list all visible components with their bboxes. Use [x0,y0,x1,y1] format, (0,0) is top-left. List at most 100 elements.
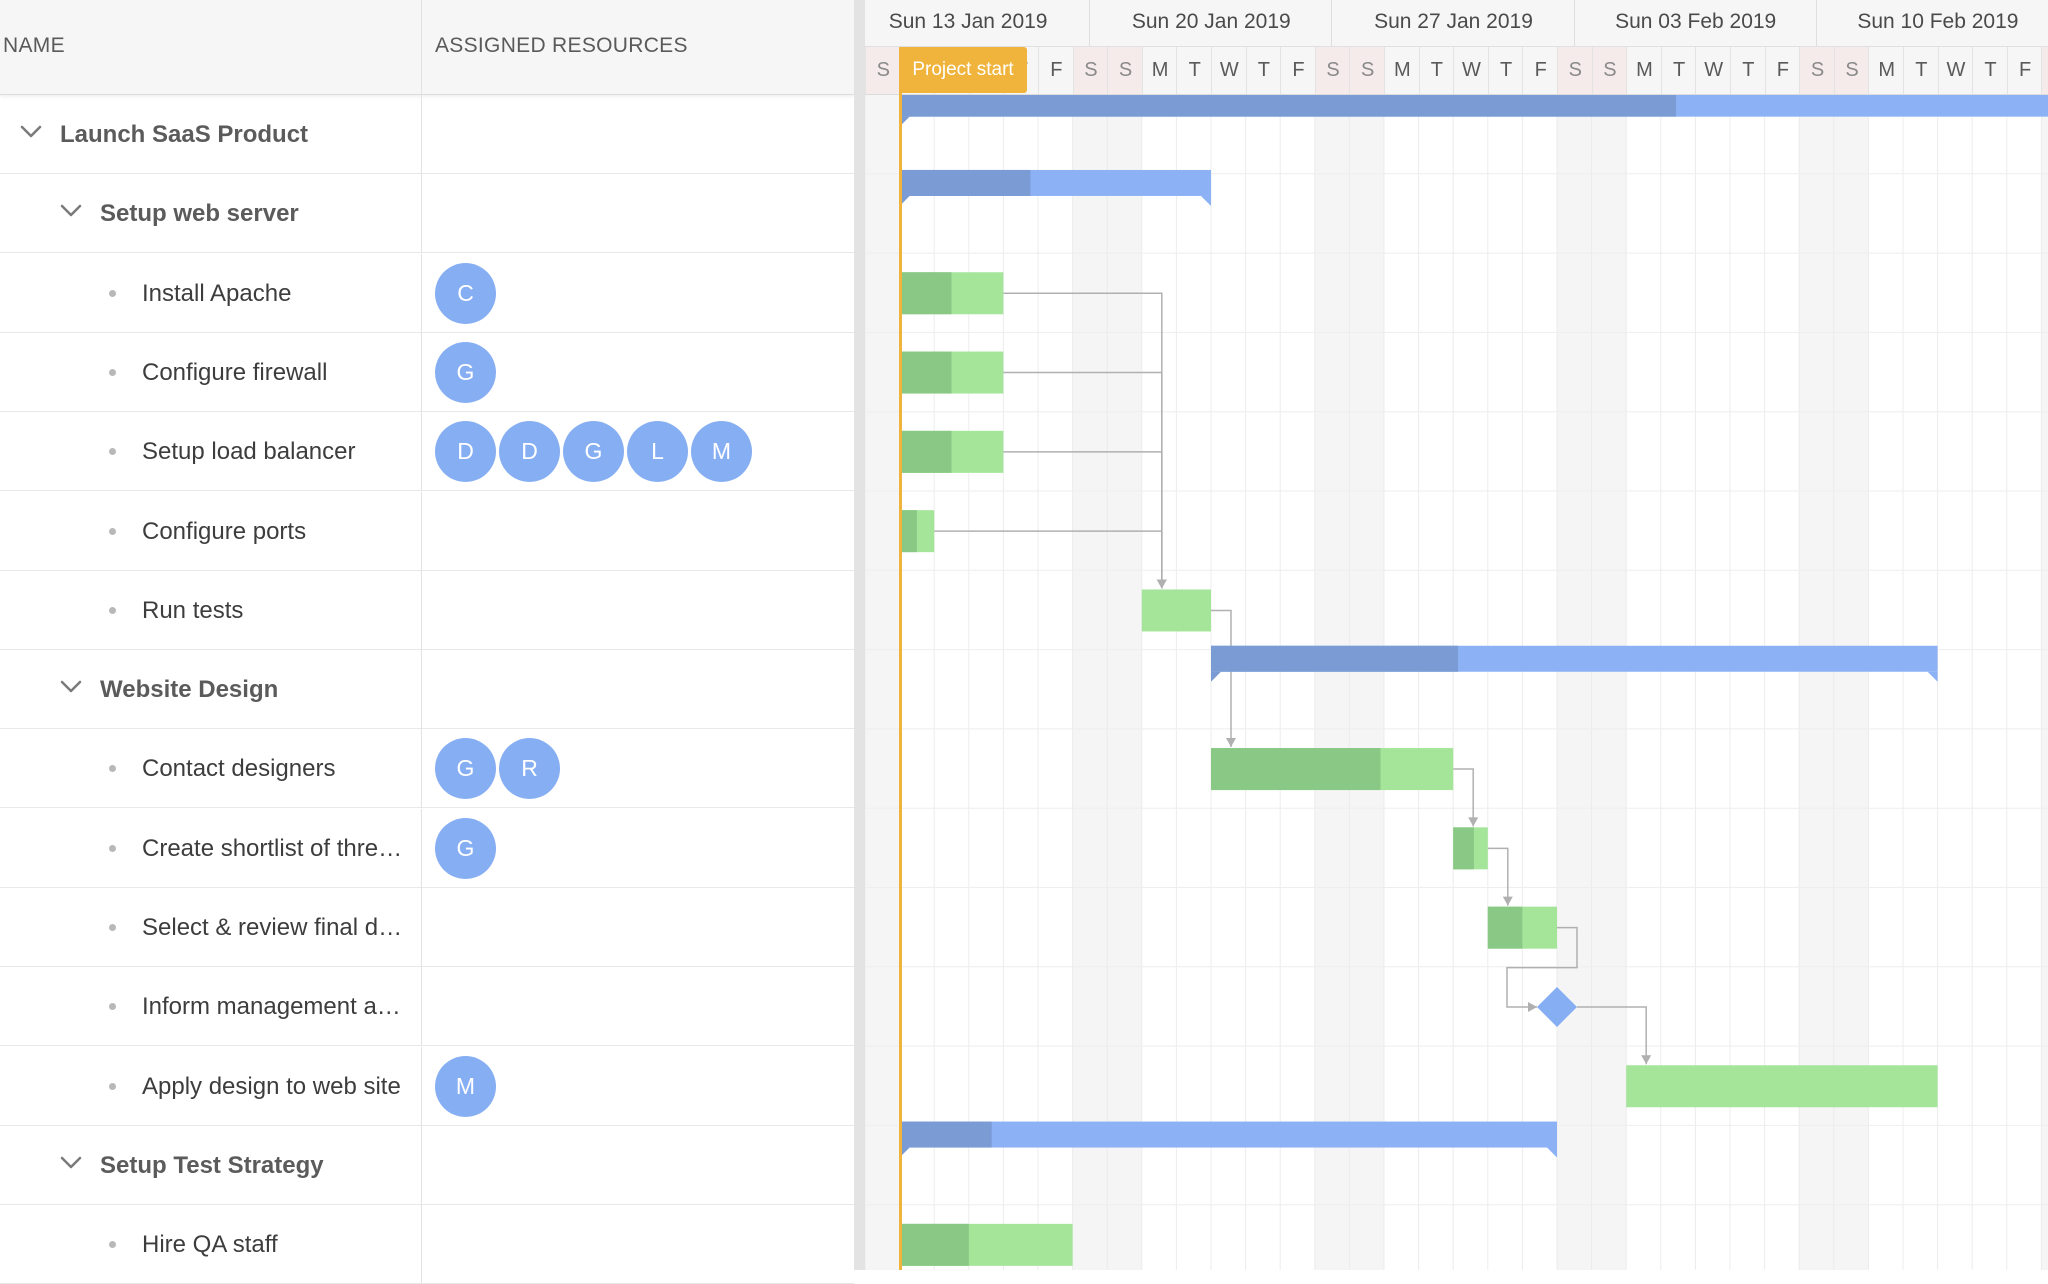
chevron-down-icon[interactable] [58,1148,84,1178]
day-header: S [1833,47,1870,94]
column-header-assigned-resources[interactable]: ASSIGNED RESOURCES [435,34,688,57]
summary-bar-start-cap [1211,671,1221,682]
task-row[interactable]: Hire QA staff [0,1205,854,1284]
task-name-cell[interactable]: Configure firewall [0,332,422,412]
task-name-cell[interactable]: Hire QA staff [0,1205,422,1284]
bullet-icon [109,765,116,773]
task-name-cell[interactable]: Create shortlist of thre… [0,808,422,888]
summary-bar[interactable] [899,1121,1557,1148]
weekend-shade [1314,95,1350,1270]
milestone-diamond[interactable] [1537,986,1577,1027]
task-name-cell[interactable]: Apply design to web site [0,1046,422,1126]
chevron-down-icon[interactable] [58,196,84,226]
task-name-cell[interactable]: Website Design [0,650,422,730]
task-row[interactable]: Contact designers G R [0,729,854,809]
resource-avatar[interactable]: D [499,421,560,483]
task-name: Inform management a… [142,993,401,1021]
resource-avatar[interactable]: M [691,421,752,483]
task-row[interactable]: Run tests [0,570,854,650]
dependency-line [1577,1006,1647,1065]
assigned-resources-cell[interactable] [422,492,854,571]
task-row[interactable]: Select & review final d… [0,888,854,967]
day-header: W [1695,47,1731,94]
task-row[interactable]: Setup Test Strategy [0,1125,854,1205]
day-header: F [1280,47,1316,94]
task-row[interactable]: Install Apache C [0,253,854,333]
weekend-shade [1557,95,1592,1270]
resource-avatar[interactable]: D [435,421,496,483]
task-name: Hire QA staff [142,1231,278,1259]
assigned-resources-cell[interactable] [422,95,854,174]
day-header: S [1107,47,1143,94]
task-row[interactable]: Configure ports [0,491,854,571]
summary-bar-progress [1211,645,1459,672]
bullet-icon [109,448,116,456]
assigned-resources-cell[interactable]: G [422,333,854,412]
task-name-cell[interactable]: Run tests [0,570,422,650]
task-row[interactable]: Website Design [0,650,854,730]
resource-avatar[interactable]: R [499,738,560,800]
task-row[interactable]: Inform management a… [0,967,854,1047]
dependency-line [1487,847,1509,906]
resource-avatar[interactable]: G [435,341,496,403]
assigned-resources-cell[interactable] [422,888,854,967]
assigned-resources-cell[interactable] [422,571,854,650]
task-name-cell[interactable]: Launch SaaS Product [0,95,422,174]
column-header-name[interactable]: NAME [3,0,422,94]
assigned-resources-cell[interactable] [422,967,854,1046]
task-row[interactable]: Create shortlist of thre… G [0,808,854,888]
day-header: S [1799,47,1835,94]
resource-avatar[interactable]: C [435,262,496,324]
resource-avatar[interactable]: M [435,1055,496,1117]
task-row[interactable]: Setup load balancer D D G L M [0,412,854,492]
weekend-shade [1591,95,1627,1270]
day-header: T [1660,47,1697,94]
day-header: T [1245,47,1282,94]
assigned-resources-cell[interactable] [422,1205,854,1284]
assigned-resources-cell[interactable] [422,650,854,729]
task-bar[interactable] [1141,589,1211,632]
task-bar-progress [899,430,952,473]
task-row[interactable]: Apply design to web site M [0,1046,854,1126]
project-start-marker[interactable]: Project start [899,47,1027,93]
resource-avatar[interactable]: G [563,421,624,483]
assigned-resources-cell[interactable]: M [422,1047,854,1126]
task-name-cell[interactable]: Setup web server [0,174,422,254]
day-header: T [1730,47,1766,94]
dependency-arrow [1502,896,1513,906]
day-header: F [1038,47,1074,94]
bullet-icon [109,924,116,931]
gantt-timeline: Sun 13 Jan 2019 Sun 20 Jan 2019 Sun 27 Jan… [865,0,2048,1270]
day-header-row: SMTWTFSSMTWTFSSMTWTFSSMTWTFSSMTWTFS [865,47,2048,94]
task-bar[interactable] [1626,1065,1938,1108]
task-name-cell[interactable]: Contact designers [0,729,422,809]
bullet-icon [109,527,116,535]
task-name-cell[interactable]: Configure ports [0,491,422,571]
task-name-cell[interactable]: Inform management a… [0,967,422,1047]
task-name-cell[interactable]: Setup load balancer [0,412,422,492]
assigned-resources-cell[interactable]: C [422,254,854,333]
week-header: Sun 20 Jan 2019 [1089,0,1332,46]
resource-avatar[interactable]: G [435,738,496,800]
task-row[interactable]: Configure firewall G [0,332,854,412]
task-name-cell[interactable]: Select & review final d… [0,888,422,967]
assigned-resources-cell[interactable] [422,174,854,253]
task-row[interactable]: Launch SaaS Product [0,95,854,174]
chevron-down-icon[interactable] [58,672,84,702]
weekend-shade [865,95,900,1270]
task-name: Setup Test Strategy [100,1151,324,1179]
resource-avatar[interactable]: G [435,817,496,879]
assigned-resources-cell[interactable]: G [422,809,854,888]
dependency-arrow [1156,579,1167,589]
task-name-cell[interactable]: Install Apache [0,253,422,333]
task-row[interactable]: Setup web server [0,174,854,254]
panel-splitter[interactable] [854,0,865,1270]
task-name-cell[interactable]: Setup Test Strategy [0,1125,422,1205]
resource-avatar[interactable]: L [627,421,688,483]
summary-bar-start-cap [899,195,910,206]
chevron-down-icon[interactable] [18,117,44,147]
task-name: Install Apache [142,279,292,307]
assigned-resources-cell[interactable] [422,1126,854,1205]
